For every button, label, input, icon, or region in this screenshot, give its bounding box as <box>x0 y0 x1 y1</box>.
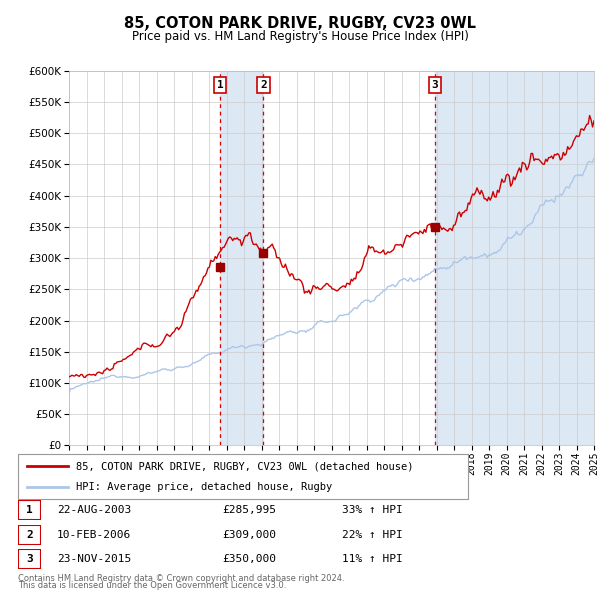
Text: Price paid vs. HM Land Registry's House Price Index (HPI): Price paid vs. HM Land Registry's House … <box>131 30 469 43</box>
Text: 1: 1 <box>217 80 224 90</box>
FancyBboxPatch shape <box>18 454 468 499</box>
Text: 22% ↑ HPI: 22% ↑ HPI <box>342 530 403 539</box>
Text: 85, COTON PARK DRIVE, RUGBY, CV23 0WL: 85, COTON PARK DRIVE, RUGBY, CV23 0WL <box>124 16 476 31</box>
Text: 22-AUG-2003: 22-AUG-2003 <box>57 506 131 515</box>
Text: £309,000: £309,000 <box>222 530 276 539</box>
FancyBboxPatch shape <box>18 525 41 545</box>
Text: 11% ↑ HPI: 11% ↑ HPI <box>342 554 403 563</box>
FancyBboxPatch shape <box>18 549 41 569</box>
Text: 3: 3 <box>431 80 438 90</box>
Text: 3: 3 <box>26 554 33 563</box>
Text: £285,995: £285,995 <box>222 506 276 515</box>
Text: £350,000: £350,000 <box>222 554 276 563</box>
Text: 23-NOV-2015: 23-NOV-2015 <box>57 554 131 563</box>
Text: 33% ↑ HPI: 33% ↑ HPI <box>342 506 403 515</box>
Text: 2: 2 <box>260 80 267 90</box>
Bar <box>220 71 263 445</box>
Text: HPI: Average price, detached house, Rugby: HPI: Average price, detached house, Rugb… <box>77 481 333 491</box>
Text: This data is licensed under the Open Government Licence v3.0.: This data is licensed under the Open Gov… <box>18 581 286 590</box>
Text: 10-FEB-2006: 10-FEB-2006 <box>57 530 131 539</box>
Bar <box>435 71 594 445</box>
Text: Contains HM Land Registry data © Crown copyright and database right 2024.: Contains HM Land Registry data © Crown c… <box>18 573 344 583</box>
Text: 1: 1 <box>26 506 33 515</box>
Text: 85, COTON PARK DRIVE, RUGBY, CV23 0WL (detached house): 85, COTON PARK DRIVE, RUGBY, CV23 0WL (d… <box>77 461 414 471</box>
FancyBboxPatch shape <box>18 500 41 520</box>
Text: 2: 2 <box>26 530 33 539</box>
